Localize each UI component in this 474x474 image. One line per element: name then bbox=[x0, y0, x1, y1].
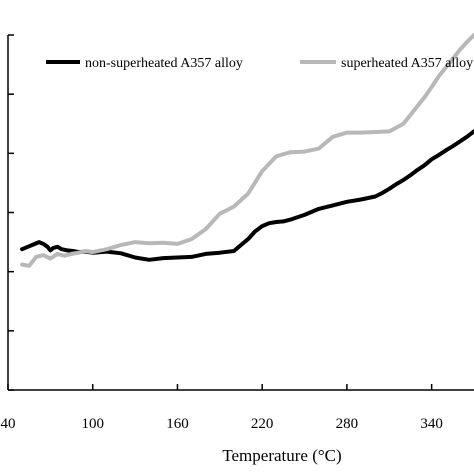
y-axis bbox=[7, 34, 14, 391]
x-tick-label: 40 bbox=[1, 416, 16, 432]
x-tick-label: 340 bbox=[420, 416, 443, 432]
legend-label-1: non-superheated A357 alloy bbox=[85, 56, 243, 71]
series-line-2 bbox=[20, 33, 474, 268]
legend-label-2: superheated A357 alloy bbox=[341, 56, 473, 71]
x-tick-label: 100 bbox=[81, 416, 104, 432]
legend: non-superheated A357 alloy superheated A3… bbox=[46, 56, 473, 71]
series-line-1 bbox=[20, 129, 474, 262]
x-axis: 40 100 160 220 280 340 bbox=[1, 384, 474, 432]
x-tick-label: 160 bbox=[166, 416, 189, 432]
series-layer bbox=[20, 33, 474, 268]
x-axis-title: Temperature (°C) bbox=[222, 446, 341, 465]
x-tick-label: 280 bbox=[336, 416, 359, 432]
x-tick-label: 220 bbox=[251, 416, 274, 432]
